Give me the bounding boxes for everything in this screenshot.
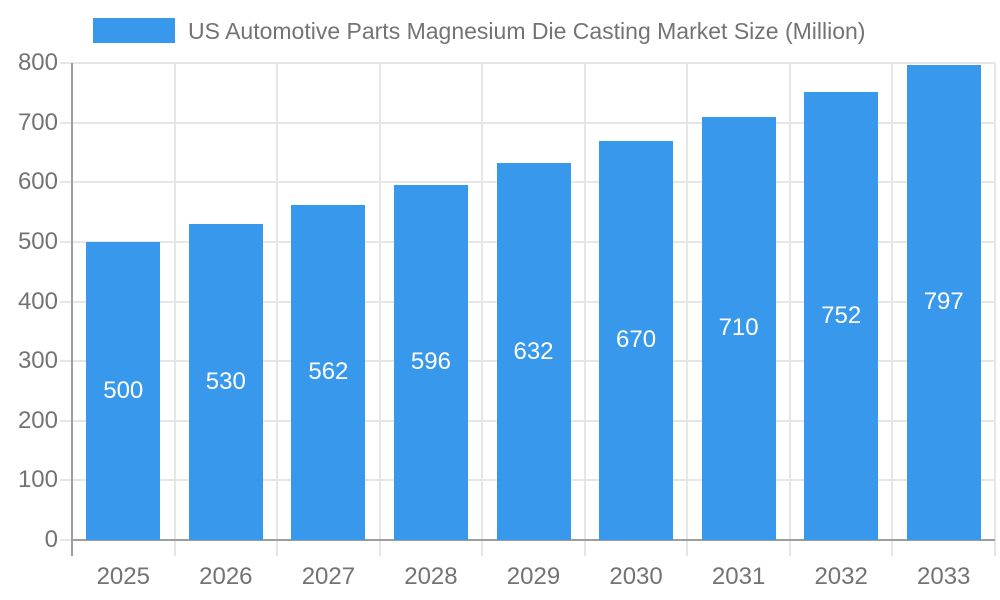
bar-value-label: 596 bbox=[410, 348, 451, 376]
y-axis-line bbox=[71, 63, 73, 556]
y-tick-label: 300 bbox=[17, 347, 58, 375]
x-axis-tick bbox=[276, 540, 279, 556]
y-tick-label: 200 bbox=[17, 406, 58, 434]
gridline-vertical bbox=[994, 63, 996, 540]
y-axis-tick bbox=[60, 240, 72, 243]
y-tick-label: 100 bbox=[17, 466, 58, 494]
y-axis-tick bbox=[60, 121, 72, 124]
y-tick-label: 800 bbox=[17, 49, 58, 76]
bar-value-label: 797 bbox=[923, 288, 964, 316]
gridline-horizontal bbox=[72, 62, 995, 64]
bar bbox=[906, 64, 981, 540]
x-axis-tick bbox=[583, 540, 586, 556]
bar bbox=[804, 91, 879, 540]
x-tick-label: 2027 bbox=[301, 563, 356, 590]
x-tick-label: 2033 bbox=[917, 563, 971, 590]
y-tick-label: 700 bbox=[17, 108, 58, 136]
bar-value-label: 670 bbox=[616, 326, 657, 354]
bar-value-label: 752 bbox=[821, 301, 862, 329]
bar bbox=[701, 116, 776, 540]
y-tick-label: 600 bbox=[17, 168, 58, 196]
bar bbox=[188, 223, 263, 540]
bar bbox=[291, 204, 366, 540]
y-axis-tick bbox=[60, 360, 72, 363]
y-tick-label: 400 bbox=[17, 287, 58, 315]
x-axis-tick bbox=[173, 540, 176, 556]
x-axis-tick bbox=[378, 540, 381, 556]
bar-value-label: 530 bbox=[205, 367, 246, 395]
x-axis-tick bbox=[686, 540, 689, 556]
x-tick-label: 2032 bbox=[814, 563, 868, 590]
x-tick-label: 2028 bbox=[404, 563, 458, 590]
y-tick-label: 500 bbox=[17, 227, 58, 255]
legend-swatch bbox=[93, 18, 175, 43]
y-axis-tick bbox=[60, 479, 72, 482]
y-axis-tick bbox=[60, 181, 72, 184]
bar-value-label: 632 bbox=[513, 337, 554, 365]
y-axis-tick bbox=[60, 539, 72, 541]
x-axis-tick bbox=[788, 540, 791, 556]
bar bbox=[393, 184, 468, 540]
x-axis-line bbox=[72, 539, 995, 541]
bar bbox=[599, 140, 674, 540]
y-axis-tick bbox=[60, 62, 72, 64]
bar bbox=[496, 163, 571, 540]
x-tick-label: 2030 bbox=[609, 563, 663, 590]
chart-title: US Automotive Parts Magnesium Die Castin… bbox=[188, 18, 866, 44]
x-tick-label: 2031 bbox=[711, 563, 766, 590]
gridline-horizontal bbox=[72, 121, 995, 124]
bar-value-label: 562 bbox=[308, 358, 349, 386]
bar-value-label: 710 bbox=[718, 314, 759, 342]
x-axis-tick bbox=[891, 540, 894, 556]
bar-value-label: 500 bbox=[103, 376, 144, 404]
x-tick-label: 2025 bbox=[96, 563, 150, 590]
x-tick-label: 2029 bbox=[506, 563, 561, 590]
x-axis-tick bbox=[481, 540, 484, 556]
y-tick-label: 0 bbox=[44, 526, 58, 553]
x-tick-label: 2026 bbox=[199, 563, 253, 590]
bar bbox=[86, 241, 161, 540]
y-axis-tick bbox=[60, 300, 72, 303]
y-axis-tick bbox=[60, 419, 72, 422]
x-axis-tick bbox=[994, 540, 996, 556]
